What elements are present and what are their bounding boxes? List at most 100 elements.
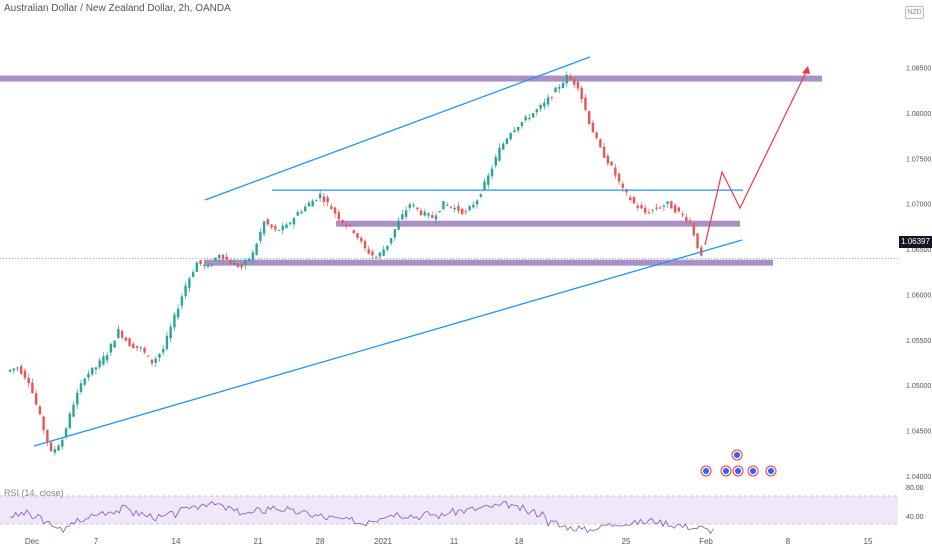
candle-body [169, 326, 172, 339]
candle-body [389, 237, 393, 244]
candle-body [655, 207, 658, 209]
currency-badge[interactable]: NZD [905, 6, 924, 19]
candle-body [438, 210, 441, 212]
candle-body [218, 254, 221, 259]
candle-body [79, 383, 83, 392]
candle-body [240, 264, 243, 268]
candle-body [382, 249, 385, 256]
candle-body [610, 161, 613, 166]
candle-body [431, 215, 434, 218]
candle-body [423, 211, 426, 216]
candle-body [677, 207, 681, 212]
rsi-lower-label: 40.00 [906, 514, 924, 521]
news-markers[interactable] [700, 449, 777, 477]
candle-body [404, 210, 408, 217]
candle-body [576, 81, 580, 89]
candle-body [337, 212, 341, 220]
price-tick-label: 1.08000 [906, 111, 931, 118]
candle-body [266, 219, 270, 225]
candle-body [150, 359, 154, 364]
candle-body [569, 76, 572, 80]
rsi-pane: 80.00 40.00 [0, 485, 924, 535]
candle-body [468, 206, 471, 211]
candle-body [483, 181, 486, 190]
candle-body [117, 328, 120, 339]
candle-body [225, 256, 228, 260]
candle-body [374, 257, 378, 259]
candle-body [502, 143, 505, 150]
news-marker-dot [750, 468, 756, 474]
candle-body [498, 147, 501, 161]
candles [8, 71, 703, 456]
candle-body [602, 146, 606, 158]
price-tick-label: 1.08500 [906, 66, 931, 73]
candle-body [673, 205, 677, 213]
candle-body [386, 245, 389, 250]
candle-body [303, 206, 307, 212]
candle-body [606, 155, 610, 164]
candle-body [105, 355, 109, 361]
candle-body [53, 449, 57, 453]
candle-body [262, 221, 266, 234]
candle-body [296, 212, 299, 216]
candle-body [490, 168, 494, 177]
candle-body [23, 370, 27, 378]
flag-icon[interactable] [700, 465, 712, 477]
candle-body [494, 157, 497, 166]
candle-body [326, 197, 329, 203]
price-tick-label: 1.04000 [906, 474, 931, 481]
candle-body [292, 218, 296, 225]
candle-body [210, 264, 213, 266]
channel-lower-line [33, 239, 743, 447]
candle-body [109, 343, 113, 353]
candle-body [251, 252, 255, 261]
candle-body [520, 122, 524, 127]
candle-body [206, 265, 210, 267]
price-tick-label: 1.06500 [906, 247, 931, 254]
candle-body [651, 209, 654, 211]
flag-icon[interactable] [731, 449, 743, 461]
candle-body [647, 212, 651, 214]
candle-body [584, 97, 587, 110]
candle-body [587, 111, 591, 125]
rsi-upper-label: 80.00 [906, 485, 924, 492]
candle-body [632, 197, 636, 204]
candle-body [434, 215, 438, 220]
flag-icon[interactable] [765, 465, 777, 477]
candle-body [546, 97, 550, 105]
candle-body [591, 122, 595, 133]
candle-body [543, 102, 546, 107]
candle-body [681, 213, 684, 216]
time-axis[interactable]: Dec 7 14 21 28 2021 11 18 25 Feb 8 15 [25, 537, 873, 546]
candle-body [524, 116, 527, 121]
candle-body [180, 296, 184, 306]
candle-body [580, 87, 583, 99]
candle-body [281, 225, 284, 231]
candle-body [158, 353, 161, 358]
candle-body [531, 113, 535, 118]
candle-body [49, 442, 53, 452]
news-marker-dot [734, 452, 740, 458]
price-axis[interactable]: 1.08500 1.08000 1.07500 1.07000 1.06500 1.060… [906, 66, 931, 481]
candle-body [229, 260, 232, 265]
candle-body [621, 183, 624, 188]
price-zone [336, 220, 740, 227]
flag-icon[interactable] [732, 465, 744, 477]
candle-body [460, 208, 464, 214]
time-tick-label: 28 [316, 537, 325, 546]
candle-body [595, 132, 598, 138]
candle-body [539, 104, 542, 109]
channel-upper-line [204, 56, 591, 201]
candle-body [696, 233, 699, 249]
time-tick-label: 18 [515, 537, 524, 546]
flag-icon[interactable] [747, 465, 759, 477]
flag-icon[interactable] [720, 465, 732, 477]
time-tick-label: 2021 [374, 537, 392, 546]
candle-body [307, 202, 311, 207]
candle-body [367, 249, 370, 254]
candle-body [221, 254, 225, 260]
time-tick-label: 14 [172, 537, 181, 546]
candle-body [688, 220, 692, 222]
candle-body [348, 224, 352, 226]
